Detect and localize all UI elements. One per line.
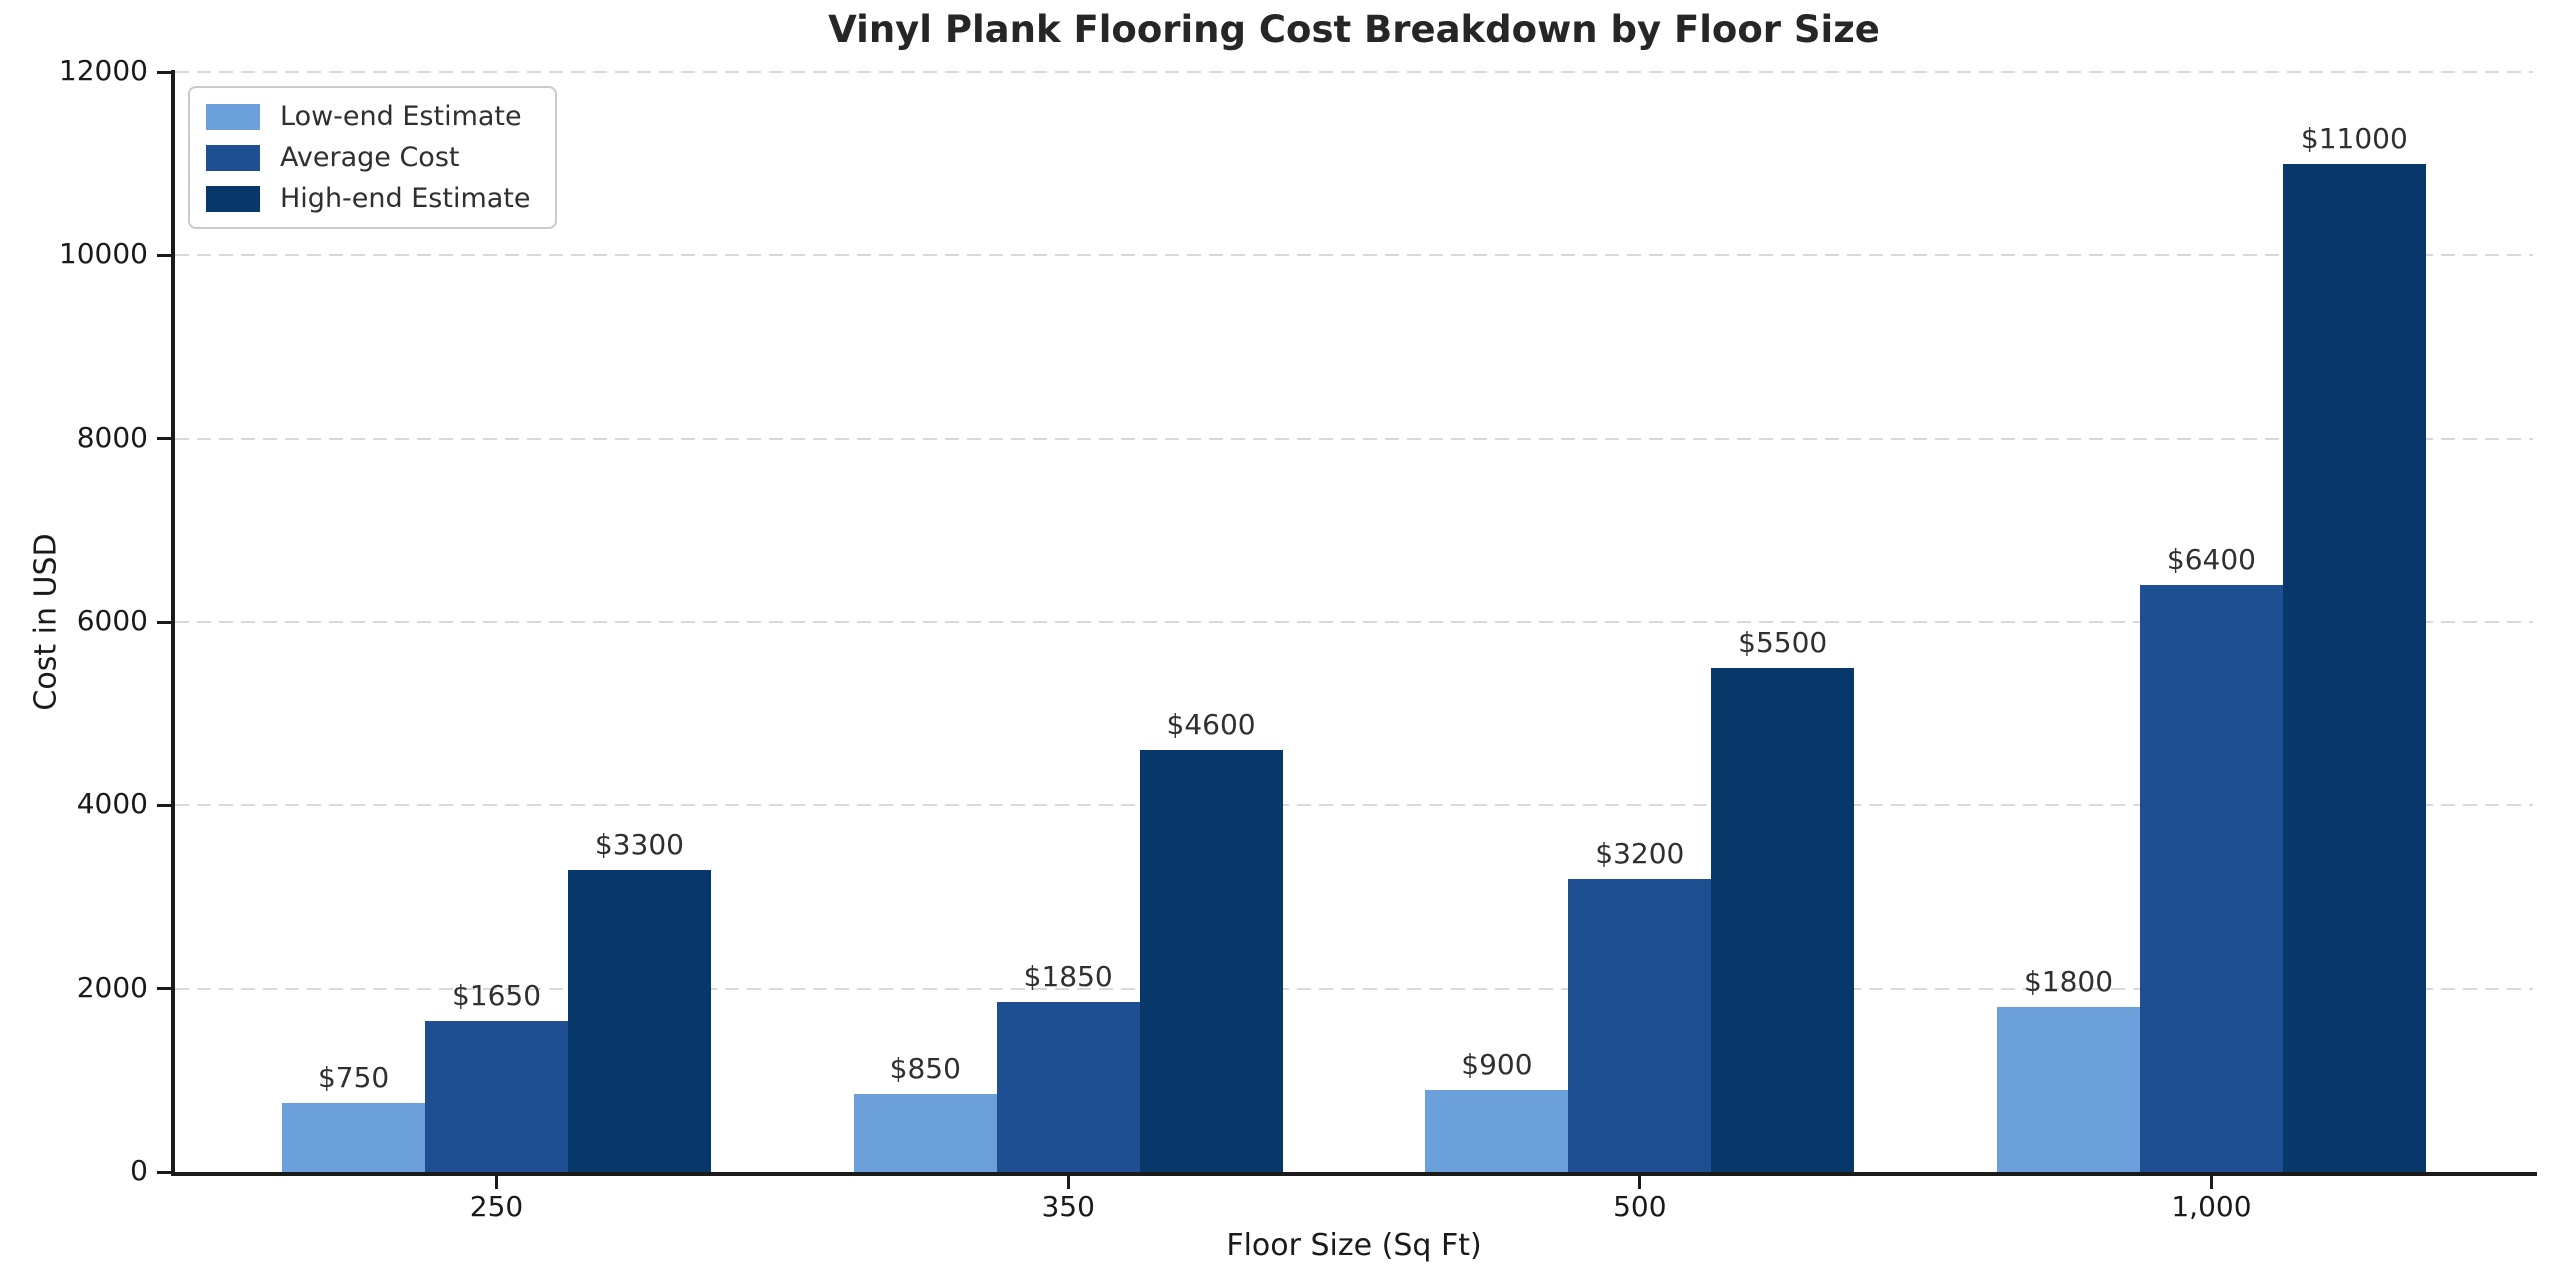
legend-label: High-end Estimate xyxy=(280,183,531,214)
chart-title: Vinyl Plank Flooring Cost Breakdown by F… xyxy=(828,8,1880,51)
bar-value-label: $850 xyxy=(889,1052,961,1086)
bar-value-label: $1850 xyxy=(1023,960,1113,994)
y-tick-label: 4000 xyxy=(76,787,148,821)
bar-value-label: $6400 xyxy=(2166,543,2256,577)
bar xyxy=(282,1103,426,1172)
y-tick-label: 12000 xyxy=(58,54,148,87)
x-axis-spine xyxy=(171,1172,2537,1176)
bar-value-label: $3200 xyxy=(1595,836,1685,870)
x-tick-mark xyxy=(2209,1176,2213,1189)
x-tick-mark xyxy=(1638,1176,1642,1189)
bar-value-label: $900 xyxy=(1461,1047,1533,1081)
y-gridline xyxy=(175,71,2533,73)
bar xyxy=(1568,878,1712,1172)
legend-swatch xyxy=(206,144,260,171)
x-axis-label: Floor Size (Sq Ft) xyxy=(1226,1228,1482,1263)
bar xyxy=(853,1094,997,1172)
bar xyxy=(425,1020,568,1172)
legend-label: Average Cost xyxy=(280,142,460,173)
bar-value-label: $4600 xyxy=(1166,708,1256,742)
y-gridline xyxy=(175,437,2533,440)
bar xyxy=(1425,1089,1569,1172)
legend-label: Low-end Estimate xyxy=(280,101,522,132)
bar xyxy=(568,869,711,1172)
bar xyxy=(1997,1007,2140,1172)
bar xyxy=(1139,750,1283,1172)
y-tick-mark xyxy=(157,1170,171,1174)
bar-value-label: $3300 xyxy=(594,827,684,861)
legend-item: Low-end Estimate xyxy=(206,101,531,132)
x-tick-label: 500 xyxy=(1613,1190,1667,1223)
x-tick-label: 350 xyxy=(1041,1190,1095,1223)
y-tick-mark xyxy=(157,803,171,807)
bar-value-label: $11000 xyxy=(2300,121,2408,155)
legend-swatch xyxy=(206,103,260,130)
y-tick-mark xyxy=(157,253,171,257)
y-tick-mark xyxy=(157,437,171,441)
y-gridline xyxy=(175,804,2533,807)
bar xyxy=(2282,163,2426,1172)
y-tick-mark xyxy=(157,620,171,624)
y-tick-mark xyxy=(157,987,171,991)
bar-value-label: $5500 xyxy=(1738,625,1828,659)
y-tick-label: 6000 xyxy=(76,604,148,637)
y-axis-spine xyxy=(171,70,175,1176)
x-tick-label: 1,000 xyxy=(2171,1190,2252,1223)
y-gridline xyxy=(175,621,2533,623)
bar xyxy=(1711,667,1855,1172)
x-tick-mark xyxy=(1066,1176,1070,1189)
y-gridline xyxy=(175,987,2533,990)
bar xyxy=(2140,585,2283,1172)
y-tick-label: 10000 xyxy=(58,237,148,271)
y-tick-label: 2000 xyxy=(76,970,148,1004)
legend-item: Average Cost xyxy=(206,142,531,173)
bar-value-label: $750 xyxy=(317,1061,390,1095)
x-tick-mark xyxy=(495,1176,499,1189)
x-tick-label: 250 xyxy=(469,1190,524,1223)
bar-value-label: $1650 xyxy=(451,978,542,1012)
y-gridline xyxy=(175,254,2533,257)
y-tick-mark xyxy=(157,70,171,74)
legend-swatch xyxy=(206,185,260,212)
legend-box: Low-end Estimate Average Cost High-end Est… xyxy=(188,86,557,229)
legend-item: High-end Estimate xyxy=(206,183,531,214)
y-tick-label: 0 xyxy=(130,1154,148,1187)
bar-value-label: $1800 xyxy=(2023,965,2114,998)
bar xyxy=(996,1002,1140,1172)
y-tick-label: 8000 xyxy=(76,420,148,454)
